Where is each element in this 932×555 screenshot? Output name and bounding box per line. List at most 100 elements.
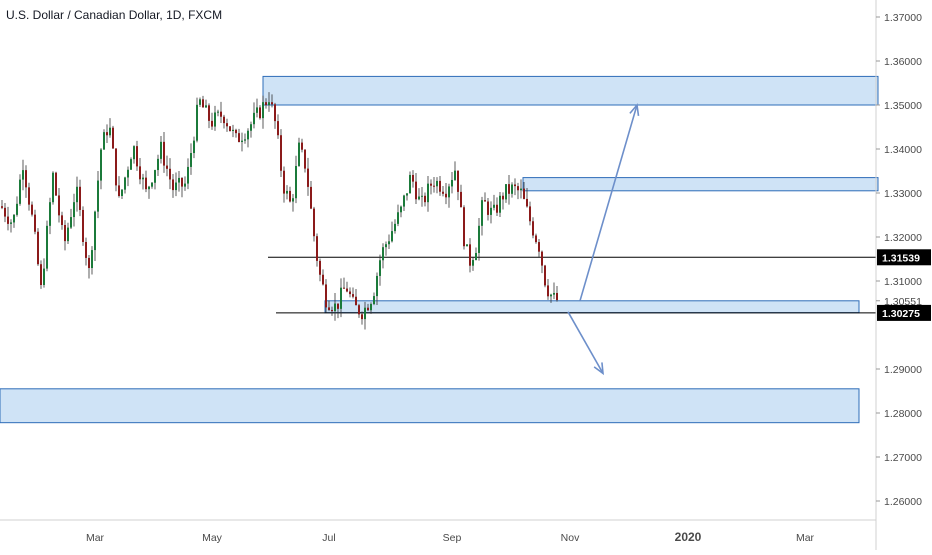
candle-body	[121, 189, 123, 196]
candle-body	[67, 227, 69, 242]
candle-body	[22, 170, 24, 180]
candle-body	[421, 195, 423, 197]
candle-body	[109, 127, 111, 136]
candle-body	[43, 268, 45, 285]
arrows-layer	[567, 103, 640, 376]
candle-body	[241, 140, 243, 143]
zones-layer	[0, 75, 879, 424]
price-tick-label: 1.26000	[884, 496, 922, 508]
candle-body	[1, 206, 3, 208]
candle-body	[76, 186, 78, 203]
candle-body	[322, 274, 324, 285]
candle-body	[145, 177, 147, 190]
chart-title: U.S. Dollar / Canadian Dollar, 1D, FXCM	[6, 8, 223, 22]
price-tick-label: 1.28000	[884, 408, 922, 420]
candle-body	[343, 287, 345, 289]
zone-mid-resistance	[522, 177, 879, 192]
candle-body	[259, 107, 261, 119]
candle-body	[508, 184, 510, 194]
candle-body	[70, 217, 72, 228]
candle-body	[94, 211, 96, 251]
candle-body	[61, 215, 63, 225]
candle-body	[235, 129, 237, 134]
zone-lower-target	[0, 388, 860, 424]
time-tick-label: Mar	[86, 532, 105, 544]
candle-body	[367, 307, 369, 311]
candle-body	[160, 141, 162, 159]
candle-body	[268, 102, 270, 106]
bull-arrow-head	[629, 103, 640, 117]
candle-body	[331, 309, 333, 312]
candle-body	[556, 292, 558, 301]
candle-body	[439, 180, 441, 192]
candle-body	[280, 135, 282, 171]
price-tick-label: 1.29000	[884, 364, 922, 376]
price-tick-label: 1.31000	[884, 276, 922, 288]
candle-body	[232, 129, 234, 131]
candle-body	[178, 177, 180, 183]
candle-body	[376, 275, 378, 297]
candle-body	[550, 294, 552, 297]
candle-body	[112, 127, 114, 149]
candle-body	[151, 182, 153, 187]
candle-body	[442, 191, 444, 194]
candle-body	[211, 120, 213, 127]
candle-body	[274, 104, 276, 122]
candle-body	[307, 168, 309, 187]
candle-body	[532, 221, 534, 236]
candle-body	[391, 231, 393, 242]
price-label-text: 1.30275	[882, 308, 920, 320]
candle-body	[223, 116, 225, 124]
bear-arrow	[567, 311, 604, 374]
candle-body	[340, 287, 342, 309]
time-tick-label: May	[202, 532, 223, 544]
candle-body	[10, 222, 12, 224]
price-tick-label: 1.30551	[884, 296, 922, 308]
candle-body	[106, 132, 108, 136]
candle-body	[64, 224, 66, 242]
candle-body	[286, 190, 288, 194]
candle-body	[361, 314, 363, 320]
time-axis: Mar May Jul Sep Nov 2020 Mar	[0, 519, 876, 544]
candle-body	[124, 177, 126, 190]
candle-body	[220, 111, 222, 117]
candle-body	[526, 198, 528, 207]
price-label-box	[877, 304, 931, 321]
candle-body	[295, 165, 297, 199]
candle-body	[469, 244, 471, 266]
candle-body	[52, 172, 54, 203]
candle-body	[214, 112, 216, 127]
candle-body	[529, 206, 531, 222]
candle-body	[466, 244, 468, 247]
candle-body	[49, 202, 51, 226]
candle-body	[226, 123, 228, 127]
candle-body	[136, 146, 138, 167]
candle-body	[373, 296, 375, 304]
candle-body	[310, 186, 312, 209]
candle-body	[382, 247, 384, 261]
candle-body	[301, 142, 303, 150]
candle-body	[85, 241, 87, 258]
candle-body	[4, 207, 6, 217]
candle-body	[130, 159, 132, 170]
candle-body	[127, 169, 129, 178]
candle-body	[82, 209, 84, 242]
candle-body	[496, 204, 498, 213]
candle-body	[304, 149, 306, 169]
time-tick-label: 2020	[675, 530, 702, 544]
candle-body	[202, 99, 204, 108]
candle-body	[547, 285, 549, 297]
candle-body	[7, 216, 9, 224]
candle-body	[334, 303, 336, 312]
candle-body	[463, 207, 465, 247]
candle-body	[148, 186, 150, 190]
candle-body	[229, 126, 231, 131]
time-tick-label: Jul	[322, 532, 335, 544]
price-tick-label: 1.34000	[884, 144, 922, 156]
candle-body	[289, 190, 291, 202]
candle-body	[385, 244, 387, 248]
zone-upper-resistance	[262, 75, 879, 106]
candle-body	[100, 149, 102, 181]
candle-body	[184, 183, 186, 187]
